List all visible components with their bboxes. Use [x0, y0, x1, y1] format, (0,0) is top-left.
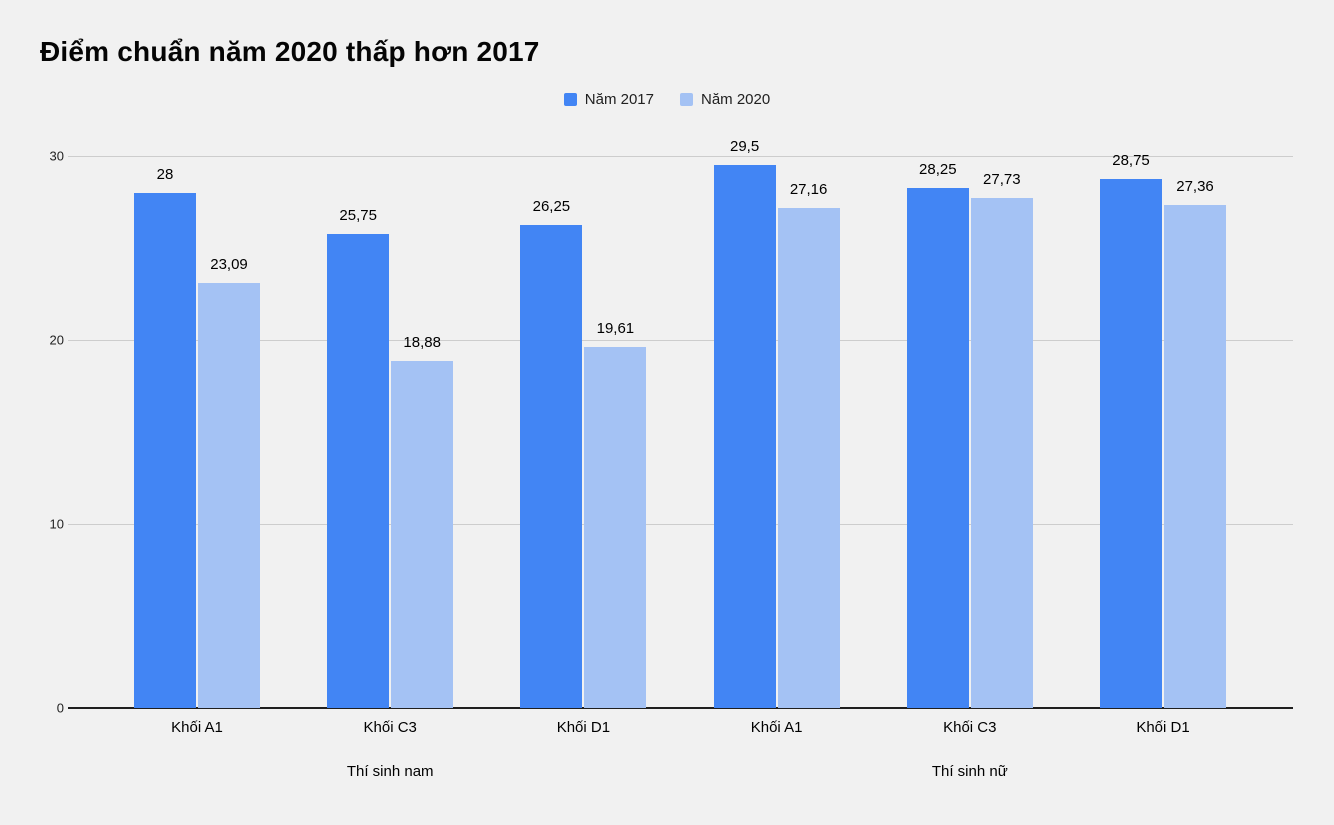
gridline	[68, 340, 1293, 341]
bar-nam-2017[interactable]	[1100, 179, 1162, 708]
bar-value-label: 28	[156, 165, 174, 183]
bar-value-label: 29,5	[729, 138, 760, 156]
bar-value-label: 23,09	[210, 256, 248, 274]
legend-swatch-nam-2017	[563, 93, 577, 106]
category-label: Khối C3	[943, 719, 997, 736]
category-label: Khối D1	[556, 719, 611, 736]
bar-nam-2020[interactable]	[584, 347, 647, 708]
legend-item-nam-2017[interactable]: Năm 2017	[563, 91, 654, 108]
bar-value-label: 19,61	[596, 320, 635, 338]
y-axis-tick-label: 10	[49, 516, 64, 532]
bar-nam-2017[interactable]	[134, 192, 196, 708]
y-axis-tick-label: 30	[49, 148, 64, 164]
bar-nam-2020[interactable]	[198, 283, 260, 708]
bar-nam-2020[interactable]	[1164, 204, 1226, 708]
bar-nam-2020[interactable]	[391, 360, 454, 708]
legend-item-nam-2020[interactable]: Năm 2020	[680, 91, 770, 108]
gridline	[68, 156, 1293, 157]
legend-label-nam-2020: Năm 2020	[701, 91, 771, 108]
chart-title: Điểm chuẩn năm 2020 thấp hơn 2017	[40, 36, 540, 67]
bar-nam-2020[interactable]	[970, 197, 1033, 708]
category-label: Khối A1	[750, 719, 803, 736]
category-label: Khối D1	[1136, 719, 1190, 736]
bar-value-label: 28,25	[919, 161, 957, 179]
y-axis-tick-label: 20	[49, 332, 64, 348]
legend-label-nam-2017: Năm 2017	[584, 91, 654, 108]
x-axis-line	[68, 707, 1293, 709]
bar-value-label: 27,73	[983, 170, 1021, 188]
category-label: Khối C3	[363, 719, 417, 736]
y-axis-tick-label: 0	[56, 700, 64, 716]
bar-value-label: 27,36	[1176, 177, 1214, 195]
legend-swatch-nam-2020	[680, 93, 693, 106]
bar-nam-2017[interactable]	[520, 225, 583, 708]
bar-nam-2020[interactable]	[777, 208, 840, 708]
plot-area: 28 23,09 Khối A1 25,75 18,88 Khối C3 26,25 19,6…	[68, 138, 1293, 736]
bar-value-label: 18,88	[403, 333, 441, 351]
category-label: Khối A1	[171, 719, 223, 736]
bar-value-label: 28,75	[1112, 152, 1150, 169]
group-label: Thí sinh nữ	[931, 763, 1008, 780]
bar-value-label: 27,16	[789, 181, 828, 199]
bar-value-label: 25,75	[339, 207, 377, 225]
bar-nam-2017[interactable]	[713, 165, 776, 708]
legend: Năm 2017 Năm 2020	[0, 91, 1334, 108]
group-label: Thí sinh nam	[346, 763, 434, 780]
bar-value-label: 26,25	[532, 198, 571, 215]
bar-nam-2017[interactable]	[327, 234, 390, 708]
bar-nam-2017[interactable]	[906, 188, 969, 708]
gridline	[68, 524, 1293, 525]
